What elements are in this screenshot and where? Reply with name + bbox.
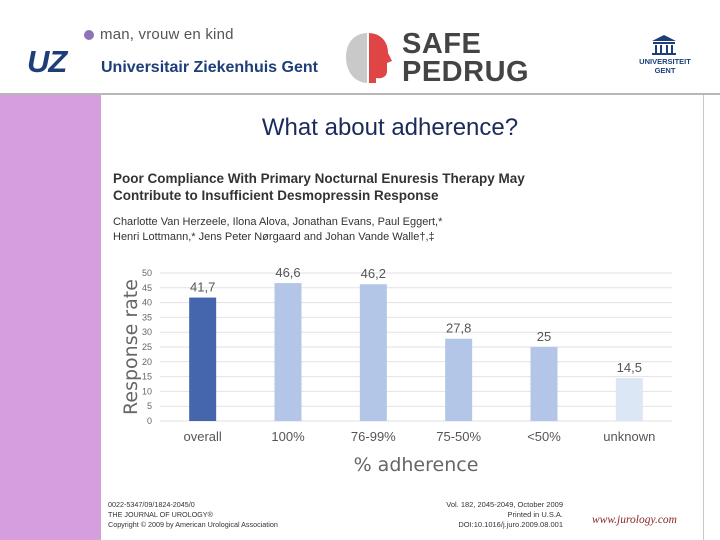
y-tick-label: 35 <box>142 312 152 322</box>
bar <box>615 378 643 421</box>
journal-volume-info: Vol. 182, 2045-2049, October 2009 Printe… <box>400 500 563 530</box>
bar <box>274 283 302 421</box>
authors-line-1: Charlotte Van Herzeele, Ilona Alova, Jon… <box>113 216 443 228</box>
uz-dot-icon <box>84 30 94 40</box>
y-tick-label: 50 <box>142 268 152 278</box>
journal-copyright: Copyright © 2009 by American Urological … <box>108 520 278 529</box>
journal-doi: DOI:10.1016/j.juro.2009.08.001 <box>458 520 563 529</box>
y-tick-label: 15 <box>142 372 152 382</box>
bar-value-label: 27,8 <box>446 321 471 336</box>
head-profile-icon <box>346 33 392 83</box>
bar-value-label: 14,5 <box>617 360 642 375</box>
x-category-label: 76-99% <box>351 429 396 444</box>
y-tick-label: 30 <box>142 327 152 337</box>
y-tick-label: 40 <box>142 298 152 308</box>
y-tick-label: 10 <box>142 386 152 396</box>
bar <box>189 297 217 421</box>
right-divider <box>703 95 704 540</box>
ghent-name: UNIVERSITEIT GENT <box>634 57 696 75</box>
y-tick-label: 45 <box>142 283 152 293</box>
journal-issn: 0022-5347/09/1824-2045/0 <box>108 500 195 509</box>
uz-tagline: man, vrouw en kind <box>100 26 234 43</box>
x-category-label: <50% <box>527 429 561 444</box>
bar <box>530 347 558 421</box>
paper-title: Poor Compliance With Primary Nocturnal E… <box>113 171 525 203</box>
journal-volume: Vol. 182, 2045-2049, October 2009 <box>446 500 563 509</box>
journal-name: THE JOURNAL OF UROLOGY® <box>108 510 213 519</box>
y-axis-title: Response rate <box>120 279 142 415</box>
y-tick-label: 5 <box>147 401 152 411</box>
x-axis-title: % adherence <box>354 454 479 476</box>
x-category-label: unknown <box>603 429 655 444</box>
uz-mark: UZ <box>27 44 67 79</box>
pedrug-label: PEDRUG <box>402 56 530 88</box>
ghent-line2: GENT <box>654 66 676 75</box>
ghent-line1: UNIVERSITEIT <box>639 57 691 66</box>
authors-line-2: Henri Lottmann,* Jens Peter Nørgaard and… <box>113 231 435 243</box>
adherence-bar-chart: 0 5 10 15 20 25 30 35 40 45 50 41,7 overall 46,6 100% 4… <box>120 265 672 476</box>
header-divider <box>0 93 720 95</box>
paper-authors: Charlotte Van Herzeele, Ilona Alova, Jon… <box>113 215 583 245</box>
journal-url: www.jurology.com <box>592 514 677 526</box>
safe-label: SAFE <box>402 28 482 60</box>
uz-name: Universitair Ziekenhuis Gent <box>101 59 318 76</box>
bar-value-label: 25 <box>537 329 551 344</box>
bar <box>359 284 387 421</box>
left-accent-bar <box>0 95 101 540</box>
y-tick-label: 20 <box>142 357 152 367</box>
journal-citation: 0022-5347/09/1824-2045/0 THE JOURNAL OF … <box>108 500 278 530</box>
bar-value-label: 46,2 <box>361 266 386 281</box>
journal-printed: Printed in U.S.A. <box>507 510 563 519</box>
bar-value-label: 41,7 <box>190 280 215 295</box>
x-category-label: 100% <box>271 429 305 444</box>
y-tick-label: 0 <box>147 416 152 426</box>
bar <box>445 338 473 421</box>
x-category-label: overall <box>184 429 222 444</box>
slide-title: What about adherence? <box>261 114 519 141</box>
university-building-icon <box>652 35 676 55</box>
bar-value-label: 46,6 <box>275 265 300 280</box>
y-tick-label: 25 <box>142 342 152 352</box>
x-category-label: 75-50% <box>436 429 481 444</box>
